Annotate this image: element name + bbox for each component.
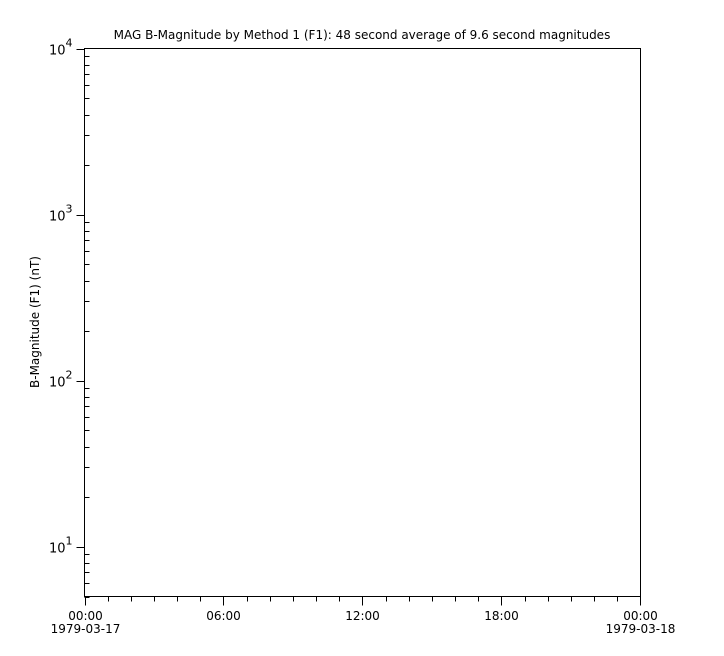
y-tick-label: 102 — [49, 369, 73, 391]
x-tick-label: 00:00 — [623, 609, 658, 623]
x-tick-label: 18:00 — [484, 609, 519, 623]
x-tick-label: 06:00 — [206, 609, 241, 623]
chart-title: MAG B-Magnitude by Method 1 (F1): 48 sec… — [114, 28, 611, 42]
x-tick-label: 00:00 — [68, 609, 103, 623]
y-tick-label: 104 — [49, 37, 73, 59]
x-tick-label: 12:00 — [345, 609, 380, 623]
y-axis-label: B-Magnitude (F1) (nT) — [28, 256, 42, 388]
x-tick-date: 1979-03-18 — [606, 622, 676, 636]
y-tick-label: 101 — [49, 535, 73, 557]
x-tick-date: 1979-03-17 — [51, 622, 121, 636]
y-axis: 101 102 103 104 — [49, 37, 90, 598]
plot-area — [84, 48, 641, 597]
y-tick-label: 103 — [49, 203, 73, 225]
